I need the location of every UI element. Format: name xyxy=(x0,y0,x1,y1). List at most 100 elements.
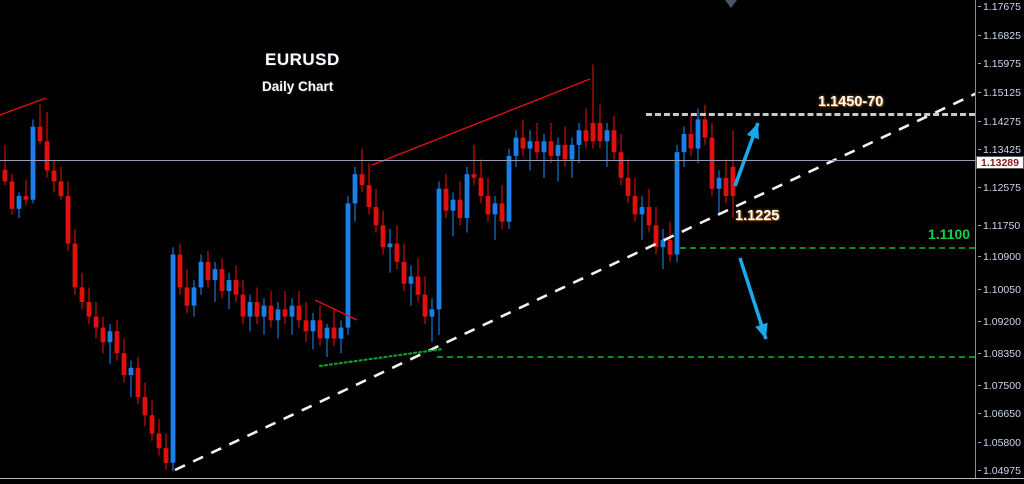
price-axis-tick-label: 1.14275 xyxy=(983,116,1021,128)
candlestick xyxy=(478,159,484,204)
candlestick xyxy=(58,166,64,200)
candlestick xyxy=(2,144,8,186)
trendline xyxy=(0,97,47,116)
candlestick xyxy=(471,144,477,186)
tick-mark-icon xyxy=(978,187,981,188)
candlestick xyxy=(429,298,435,343)
candlestick xyxy=(583,108,589,149)
tick-mark-icon xyxy=(978,353,981,354)
tick-mark-icon xyxy=(978,321,981,322)
price-axis-tick: 1.15125 xyxy=(976,86,1024,100)
candlestick xyxy=(457,181,463,226)
tick-mark-icon xyxy=(978,256,981,257)
candlestick xyxy=(317,305,323,346)
price-axis[interactable]: 1.17675 1.16825 1.15975 1.15125 1.14275 1.134… xyxy=(975,0,1024,478)
tick-mark-icon xyxy=(978,63,981,64)
candlestick xyxy=(44,112,50,178)
candlestick xyxy=(177,243,183,295)
candlestick xyxy=(436,181,442,335)
resistance-zone-label: 1.1450-70 xyxy=(818,94,884,110)
candlestick xyxy=(30,119,36,204)
candlestick xyxy=(373,188,379,233)
current-price-line xyxy=(0,160,975,161)
tick-mark-icon xyxy=(978,225,981,226)
candlestick xyxy=(401,243,407,292)
candlestick xyxy=(597,104,603,149)
chart-plot-area[interactable]: EURUSD Daily Chart 1.1450-70 1.1225 1.11… xyxy=(0,0,975,478)
tick-mark-icon xyxy=(978,149,981,150)
candlestick xyxy=(653,207,659,255)
candlestick xyxy=(156,418,162,456)
price-axis-tick: 1.07500 xyxy=(976,379,1024,393)
candlestick xyxy=(135,356,141,405)
price-axis-tick: 1.11750 xyxy=(976,219,1024,233)
candlestick xyxy=(534,123,540,160)
candlestick xyxy=(422,276,428,324)
candlestick xyxy=(121,338,127,383)
candlestick xyxy=(128,360,134,398)
trendline xyxy=(318,347,445,368)
candlestick xyxy=(674,144,680,262)
candlestick xyxy=(149,400,155,441)
price-axis-tick: 1.08350 xyxy=(976,347,1024,361)
candlestick xyxy=(688,115,694,156)
candlestick xyxy=(359,148,365,193)
resistance-level-line xyxy=(646,113,975,116)
candlestick xyxy=(100,316,106,354)
candlestick xyxy=(576,123,582,164)
candlestick xyxy=(338,320,344,354)
price-axis-tick-label: 1.04975 xyxy=(983,465,1021,477)
candlestick xyxy=(289,298,295,335)
candlestick xyxy=(520,119,526,156)
price-axis-tick: 1.12575 xyxy=(976,181,1024,195)
candlestick xyxy=(324,323,330,357)
candlestick xyxy=(37,104,43,145)
tick-mark-icon xyxy=(978,289,981,290)
candlestick xyxy=(716,170,722,215)
candlestick xyxy=(191,280,197,317)
tick-mark-icon xyxy=(978,413,981,414)
price-axis-tick: 1.05800 xyxy=(976,436,1024,450)
candlestick xyxy=(464,166,470,233)
bearish-scenario-arrow xyxy=(738,257,768,340)
price-axis-tick-label: 1.15125 xyxy=(983,87,1021,99)
candlestick xyxy=(366,163,372,215)
chart-canvas xyxy=(0,64,975,472)
price-axis-tick-label: 1.07500 xyxy=(983,380,1021,392)
candlestick xyxy=(268,291,274,328)
chevron-down-icon xyxy=(725,0,737,8)
candlestick xyxy=(702,104,708,145)
candlestick xyxy=(646,188,652,233)
chart-bottom-border xyxy=(0,478,1024,484)
candlestick xyxy=(632,177,638,222)
candlestick xyxy=(527,130,533,171)
candlestick xyxy=(226,272,232,310)
candlestick xyxy=(660,228,666,270)
price-axis-tick-label: 1.13425 xyxy=(983,144,1021,156)
candlestick xyxy=(212,261,218,303)
price-axis-tick: 1.04975 xyxy=(976,464,1024,478)
support-level-1100-line xyxy=(680,247,975,249)
candlestick xyxy=(709,123,715,197)
candlestick xyxy=(506,148,512,229)
candlestick xyxy=(163,433,169,471)
tick-mark-icon xyxy=(978,121,981,122)
candlestick xyxy=(331,309,337,346)
candlestick xyxy=(184,269,190,313)
candlestick xyxy=(205,250,211,288)
candlestick xyxy=(275,302,281,339)
candlestick xyxy=(261,298,267,335)
chart-timeframe-label: Daily Chart xyxy=(262,79,334,94)
candlestick xyxy=(72,228,78,295)
candlestick xyxy=(282,291,288,324)
candlestick xyxy=(107,323,113,365)
candlestick xyxy=(198,254,204,295)
candlestick xyxy=(723,159,729,204)
current-price-tag: 1.13289 xyxy=(976,156,1024,169)
price-axis-tick: 1.09200 xyxy=(976,315,1024,329)
candlestick xyxy=(604,123,610,167)
trendline xyxy=(174,92,975,472)
price-axis-tick-label: 1.08350 xyxy=(983,348,1021,360)
candlestick xyxy=(611,115,617,160)
price-axis-tick: 1.10050 xyxy=(976,283,1024,297)
